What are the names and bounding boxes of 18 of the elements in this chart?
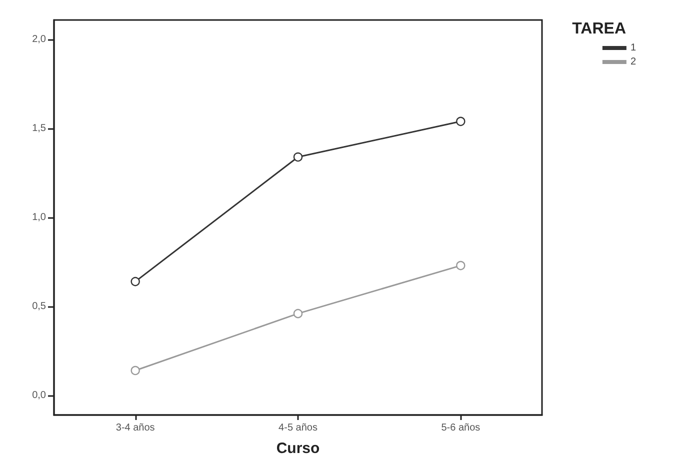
y-tick-label: 2,0	[32, 34, 46, 46]
x-axis-title: Curso	[276, 440, 320, 457]
y-tick-label: 1,5	[32, 123, 46, 134]
x-tick-label: 4-5 años	[278, 422, 318, 434]
point	[293, 308, 303, 318]
point	[130, 366, 140, 376]
point	[130, 276, 140, 286]
x-tick-label: 3-4 años	[116, 422, 155, 434]
point	[456, 260, 466, 270]
y-tick-label: 1,0	[32, 212, 46, 223]
point	[293, 152, 303, 162]
point	[456, 116, 466, 126]
x-tick-label: 5-6 años	[441, 422, 480, 434]
legend-label: 2	[630, 56, 636, 68]
legend-label: 1	[630, 42, 636, 54]
y-tick-label: 0,5	[32, 300, 46, 312]
legend-title: TAREA	[572, 20, 626, 38]
y-tick-label: 0,0	[32, 390, 46, 401]
